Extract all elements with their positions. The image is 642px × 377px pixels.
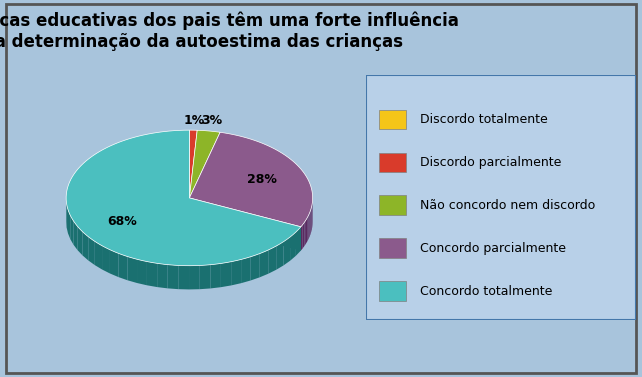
Text: 28%: 28% xyxy=(247,173,277,186)
Polygon shape xyxy=(306,218,308,244)
Polygon shape xyxy=(304,220,306,246)
Polygon shape xyxy=(189,132,313,227)
Polygon shape xyxy=(301,225,302,251)
Polygon shape xyxy=(189,130,220,198)
Bar xyxy=(379,153,406,172)
Polygon shape xyxy=(302,222,304,248)
Polygon shape xyxy=(189,198,301,251)
Text: 1%: 1% xyxy=(184,113,205,127)
Polygon shape xyxy=(308,213,309,239)
Polygon shape xyxy=(221,262,231,287)
Polygon shape xyxy=(296,227,301,256)
Polygon shape xyxy=(95,241,102,270)
Polygon shape xyxy=(260,250,268,277)
Polygon shape xyxy=(189,265,200,290)
Text: 3%: 3% xyxy=(201,115,222,127)
Polygon shape xyxy=(309,211,311,237)
Polygon shape xyxy=(89,237,95,265)
Polygon shape xyxy=(284,237,290,265)
Polygon shape xyxy=(73,221,78,250)
Polygon shape xyxy=(66,130,301,266)
Polygon shape xyxy=(119,253,128,280)
Polygon shape xyxy=(250,254,260,280)
Text: Não concordo nem discordo: Não concordo nem discordo xyxy=(420,199,595,212)
Text: Concordo parcialmente: Concordo parcialmente xyxy=(420,242,566,254)
Bar xyxy=(379,195,406,215)
Polygon shape xyxy=(83,232,89,261)
Bar xyxy=(379,238,406,258)
Polygon shape xyxy=(157,264,168,288)
Polygon shape xyxy=(78,227,83,256)
Text: Discordo totalmente: Discordo totalmente xyxy=(420,113,548,126)
Polygon shape xyxy=(137,259,147,285)
Polygon shape xyxy=(178,265,189,290)
Polygon shape xyxy=(110,250,119,277)
Polygon shape xyxy=(128,257,137,283)
Text: As práticas educativas dos pais têm uma forte influência
na determinação da auto: As práticas educativas dos pais têm uma … xyxy=(0,11,459,51)
Text: Concordo totalmente: Concordo totalmente xyxy=(420,285,552,297)
Polygon shape xyxy=(70,215,73,245)
Polygon shape xyxy=(231,259,241,285)
Bar xyxy=(379,110,406,129)
Polygon shape xyxy=(189,198,301,251)
Polygon shape xyxy=(189,130,197,198)
Polygon shape xyxy=(102,246,110,273)
Polygon shape xyxy=(68,210,70,239)
Polygon shape xyxy=(67,204,68,233)
Polygon shape xyxy=(268,246,276,274)
Polygon shape xyxy=(168,265,178,289)
Polygon shape xyxy=(276,242,284,270)
Polygon shape xyxy=(211,264,221,288)
Polygon shape xyxy=(290,232,296,261)
Text: Discordo parcialmente: Discordo parcialmente xyxy=(420,156,561,169)
Polygon shape xyxy=(241,257,250,283)
Bar xyxy=(379,281,406,301)
Text: 68%: 68% xyxy=(107,215,137,228)
Polygon shape xyxy=(147,262,157,287)
Polygon shape xyxy=(200,265,211,289)
